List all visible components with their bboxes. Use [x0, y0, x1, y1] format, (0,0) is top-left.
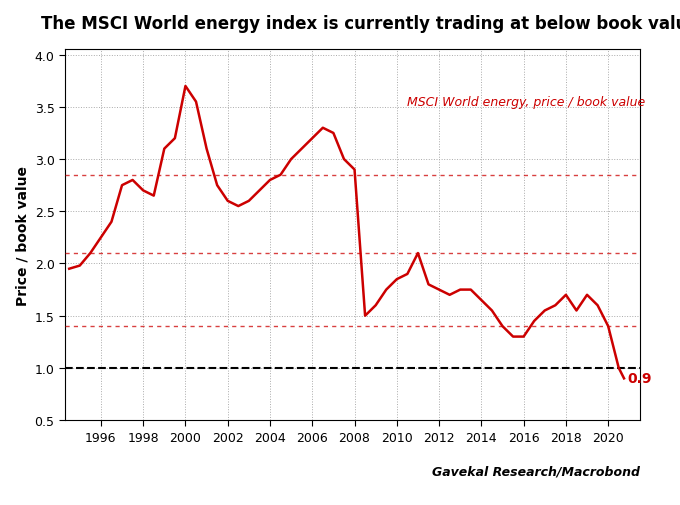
Text: 0.9: 0.9 — [627, 372, 651, 386]
Text: The MSCI World energy index is currently trading at below book value: The MSCI World energy index is currently… — [41, 15, 680, 33]
Y-axis label: Price / book value: Price / book value — [15, 166, 29, 305]
Text: Gavekal Research/Macrobond: Gavekal Research/Macrobond — [432, 465, 640, 478]
Text: MSCI World energy, price / book value: MSCI World energy, price / book value — [407, 96, 645, 109]
